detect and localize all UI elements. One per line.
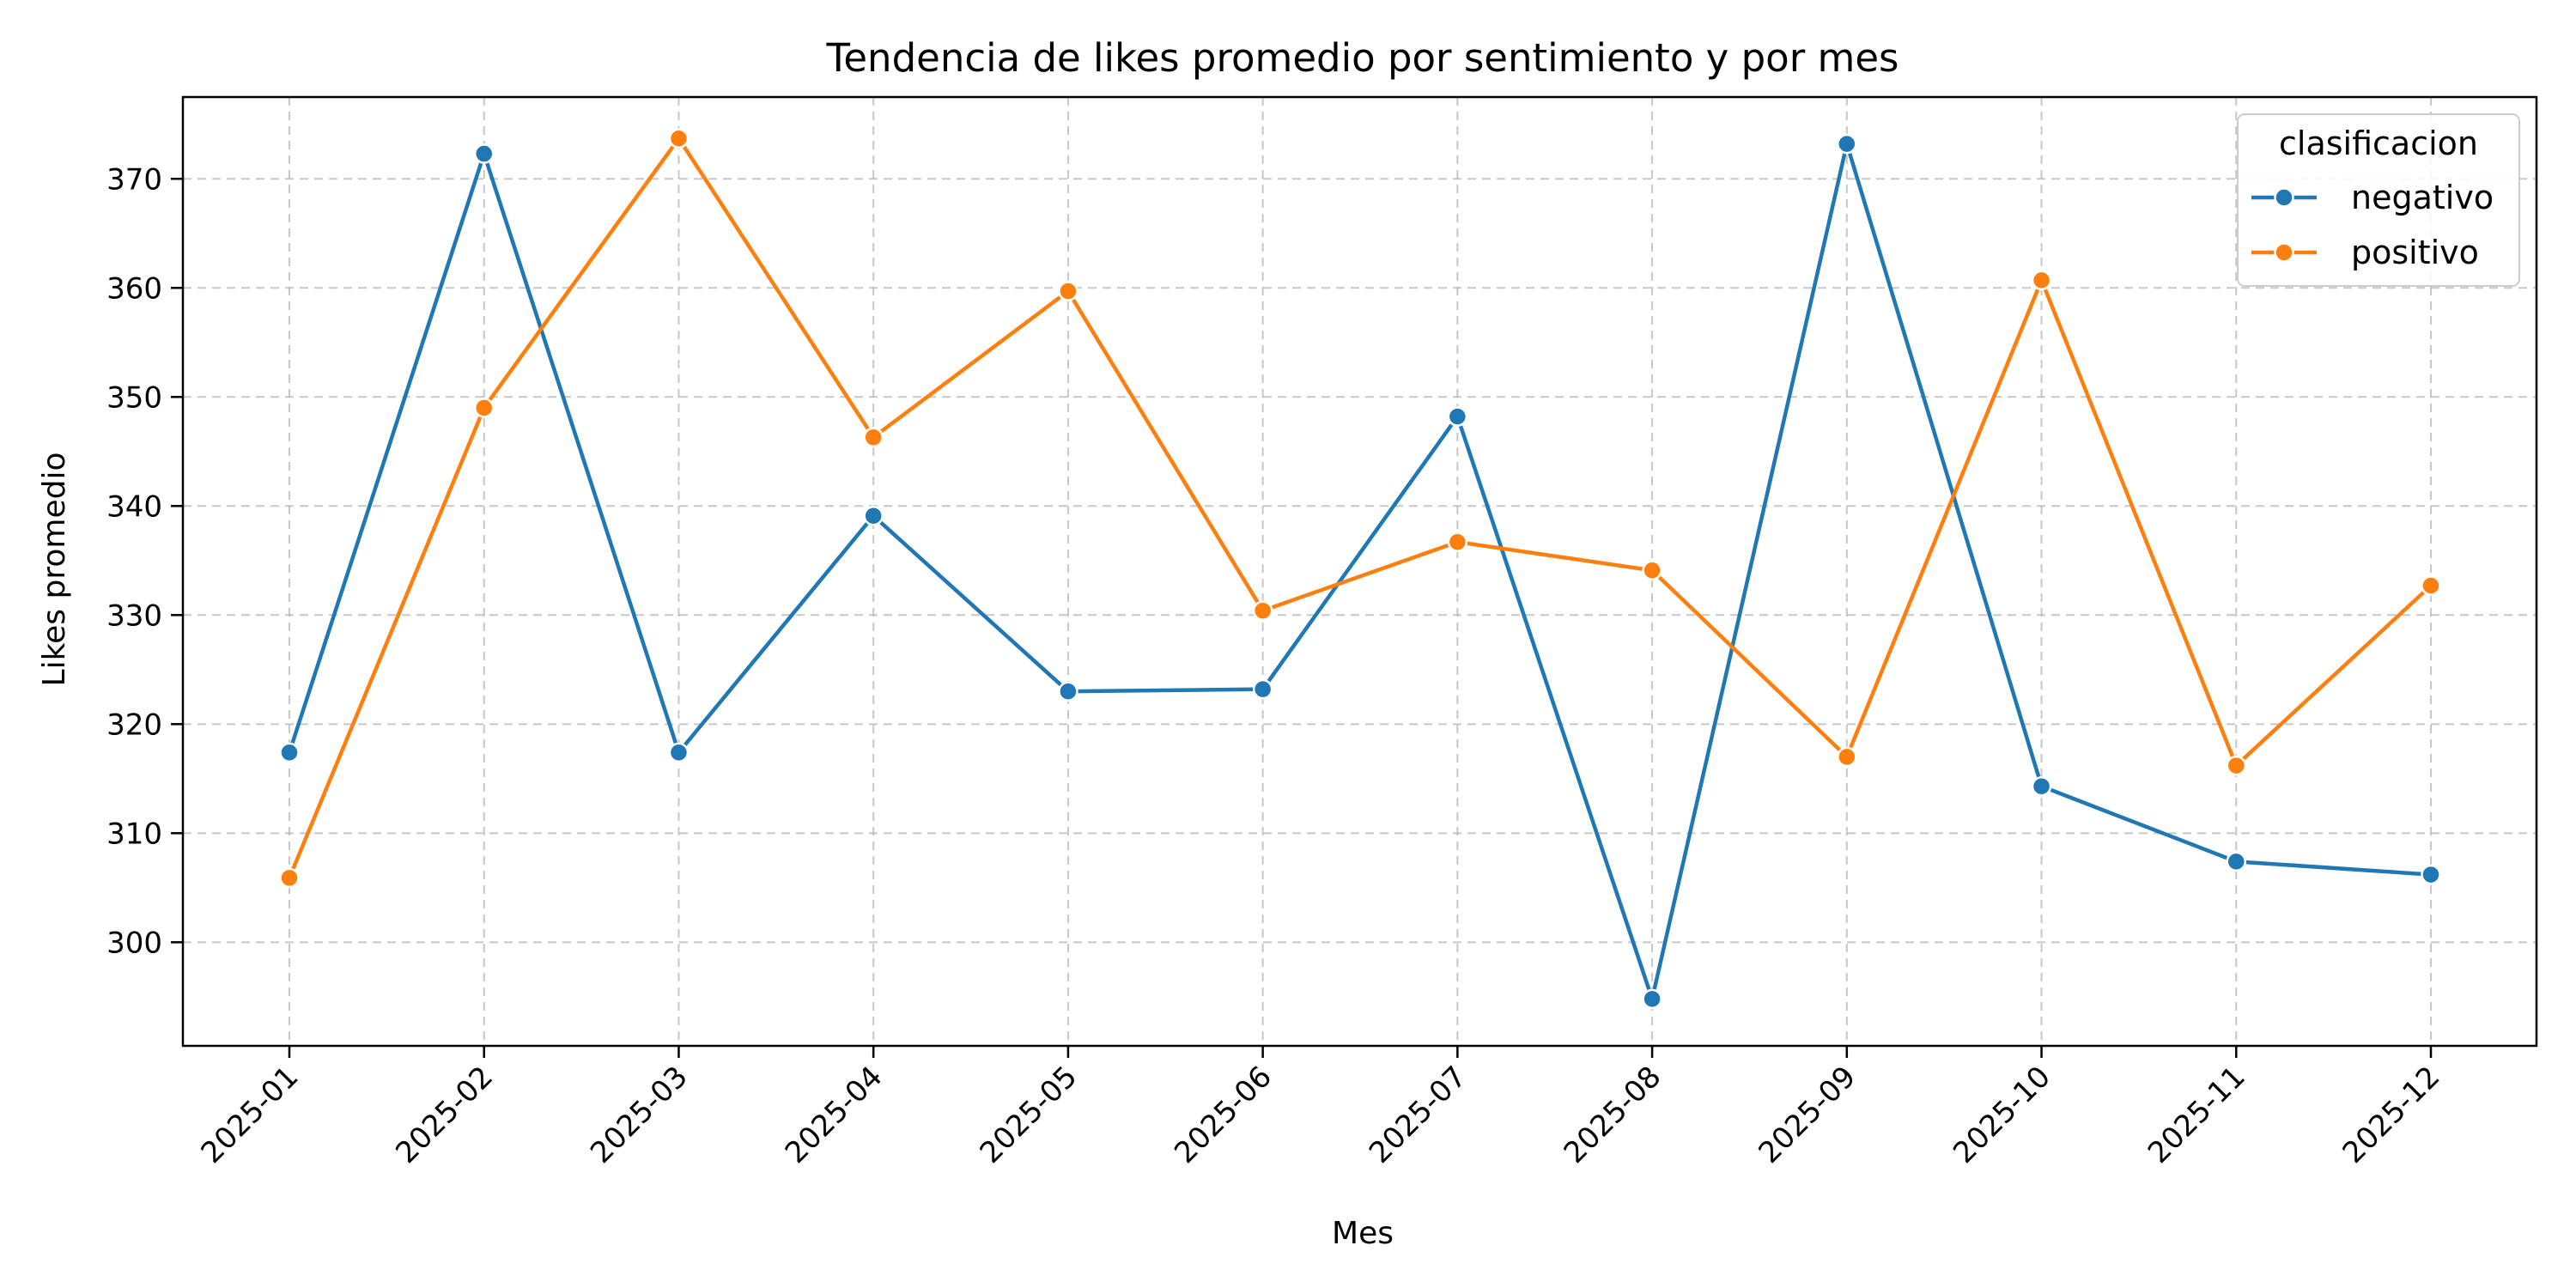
y-axis-title: Likes promedio [37, 453, 72, 687]
data-point-negativo [1252, 678, 1273, 700]
data-point-positivo [2421, 575, 2441, 596]
y-tick-label: 300 [106, 926, 162, 960]
data-point-positivo [1642, 560, 1662, 580]
data-point-negativo [1837, 133, 1857, 155]
data-point-positivo [2226, 755, 2247, 776]
series-layer [279, 128, 2441, 1010]
y-tick-label: 320 [106, 708, 162, 742]
data-point-positivo [1252, 600, 1273, 621]
y-tick-label: 370 [106, 162, 162, 197]
y-tick-label: 360 [106, 271, 162, 306]
legend-marker-positivo [2274, 242, 2294, 263]
data-point-positivo [1058, 281, 1078, 301]
legend: clasificacion negativo positivo [2237, 113, 2520, 287]
data-point-positivo [1447, 532, 1468, 552]
series-positivo [279, 128, 2441, 889]
data-point-negativo [1642, 988, 1662, 1010]
data-point-negativo [863, 505, 884, 526]
data-point-positivo [863, 427, 884, 448]
data-point-positivo [279, 867, 300, 889]
data-point-positivo [668, 128, 690, 149]
plot-frame [181, 95, 2538, 1048]
y-tick-label: 330 [106, 598, 162, 633]
series-line-negativo [287, 142, 2432, 1001]
series-line-positivo [287, 137, 2433, 879]
y-tick-label: 350 [106, 380, 162, 415]
data-point-negativo [1058, 681, 1078, 702]
legend-title: clasificacion [2279, 125, 2478, 162]
data-point-positivo [1837, 746, 1857, 768]
series-negativo [279, 133, 2441, 1010]
legend-items: negativo positivo [2251, 179, 2494, 271]
y-tick-label: 310 [106, 817, 162, 851]
legend-marker-negativo [2274, 187, 2294, 208]
legend-box [2237, 113, 2520, 287]
data-point-negativo [2031, 775, 2052, 797]
data-point-negativo [279, 742, 300, 763]
data-point-positivo [473, 398, 495, 418]
data-point-negativo [2421, 864, 2441, 885]
x-axis-title: Mes [1332, 1216, 1394, 1251]
legend-label-negativo: negativo [2351, 179, 2494, 216]
data-point-negativo [1447, 406, 1468, 427]
data-point-negativo [473, 143, 495, 164]
data-point-positivo [2031, 270, 2052, 291]
data-point-negativo [2226, 851, 2247, 872]
chart-title: Tendencia de likes promedio por sentimie… [826, 35, 1899, 81]
data-point-negativo [668, 742, 690, 763]
y-tick-label: 340 [106, 489, 162, 524]
grid-layer [183, 97, 2537, 1046]
legend-label-positivo: positivo [2351, 234, 2479, 271]
